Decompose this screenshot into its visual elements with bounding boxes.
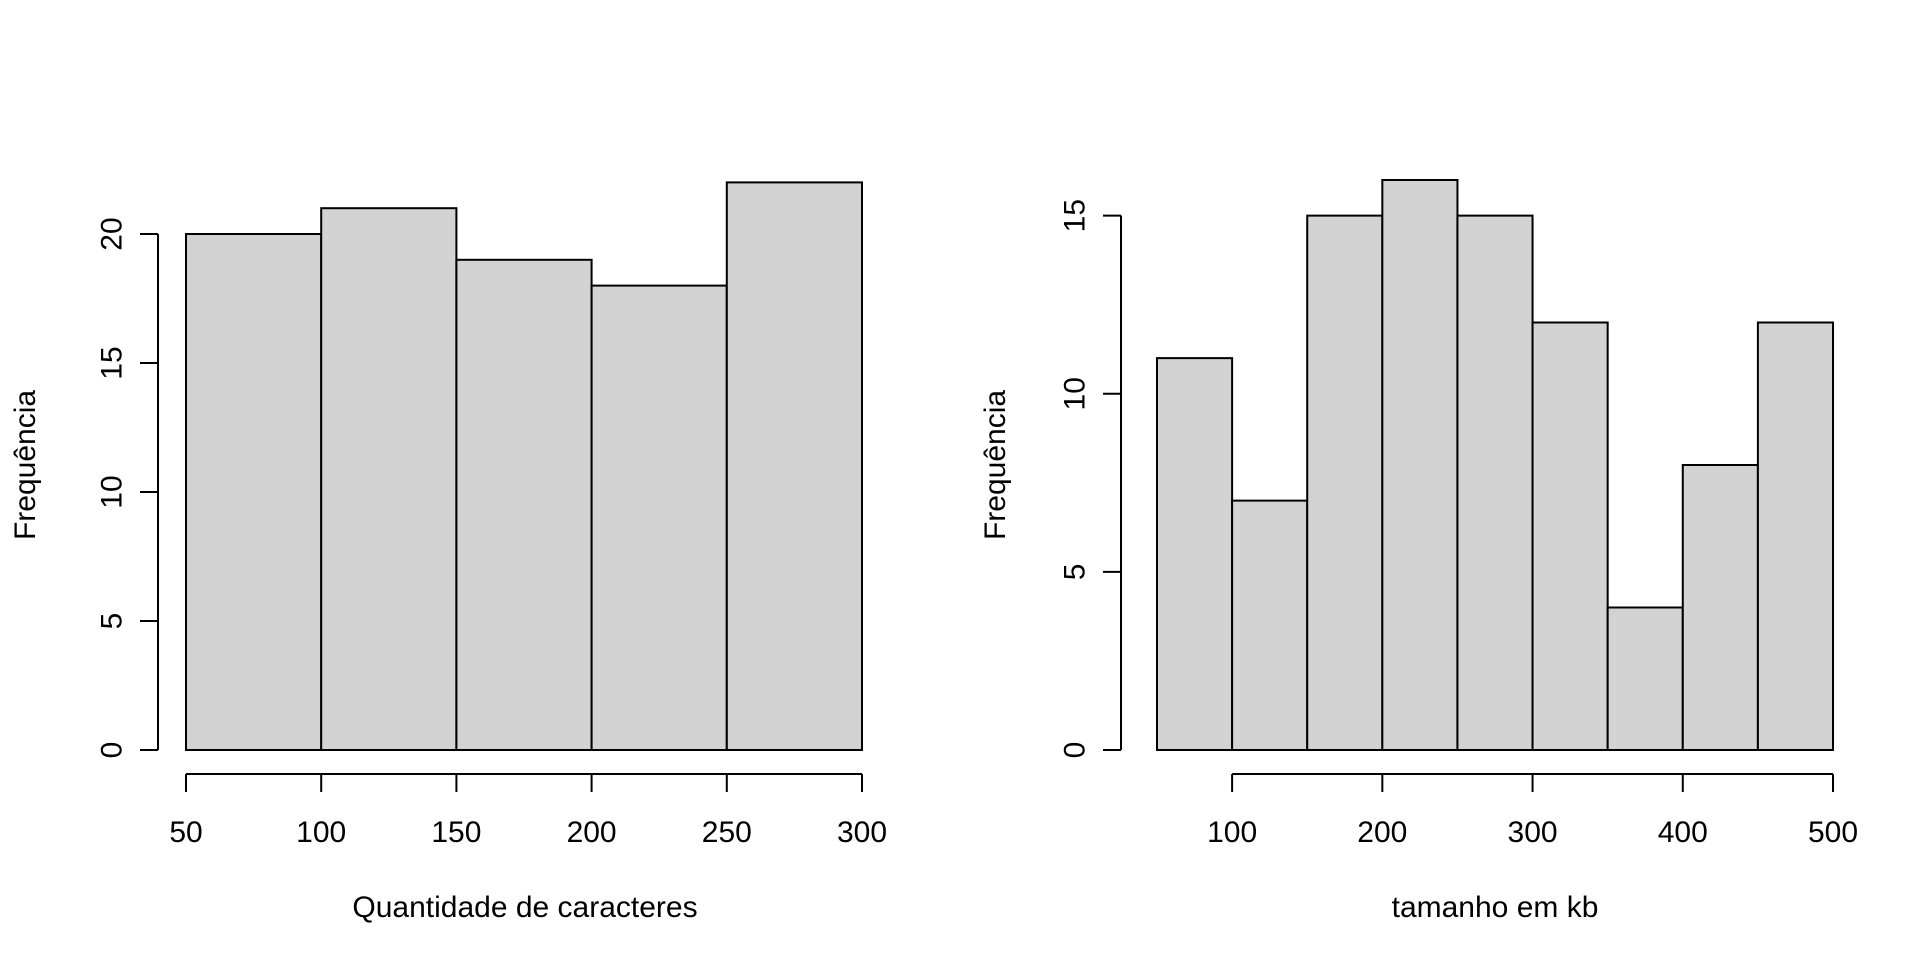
y-tick-label-20: 20 (96, 217, 129, 250)
y-tick-label-15: 15 (1059, 199, 1092, 232)
x-tick-label-150: 150 (431, 816, 481, 849)
x-tick-label-200: 200 (1357, 816, 1407, 849)
bar-300-350 (1531, 321, 1609, 751)
x-tick-label-200: 200 (567, 816, 617, 849)
y-tick-label-0: 0 (96, 742, 129, 759)
bar-350-400 (1606, 606, 1684, 751)
histogram-character-count: 0 5 10 15 20 50 100 150 200 250 300 Quantidade de… (9, 181, 887, 924)
bar-200-250 (590, 284, 728, 751)
bar-400-450 (1681, 464, 1759, 751)
y-axis: 0 5 10 15 20 (96, 217, 159, 758)
bar-100-150 (1231, 499, 1309, 751)
y-tick-label-5: 5 (96, 613, 129, 630)
y-axis-title: Frequência (979, 390, 1012, 540)
x-axis-title: tamanho em kb (1392, 891, 1599, 924)
x-tick-label-500: 500 (1808, 816, 1858, 849)
y-tick-label-10: 10 (1059, 377, 1092, 410)
x-axis-title: Quantidade de caracteres (352, 891, 697, 924)
x-tick-label-300: 300 (1508, 816, 1558, 849)
bar-50-100 (185, 233, 323, 751)
x-tick-label-250: 250 (702, 816, 752, 849)
y-tick-label-0: 0 (1059, 742, 1092, 759)
y-tick-label-5: 5 (1059, 564, 1092, 581)
y-tick-label-15: 15 (96, 346, 129, 379)
bar-100-150 (320, 207, 458, 751)
histogram-size-kb: 0 5 10 15 100 200 300 400 500 tamanho em kb Fre… (979, 179, 1858, 924)
x-tick-label-50: 50 (169, 816, 202, 849)
bars (185, 181, 863, 751)
y-axis: 0 5 10 15 (1059, 199, 1122, 758)
x-tick-label-400: 400 (1658, 816, 1708, 849)
bars (1156, 179, 1835, 751)
bar-150-200 (455, 258, 593, 751)
y-tick-label-10: 10 (96, 475, 129, 508)
bar-250-300 (725, 181, 863, 751)
bar-450-500 (1756, 321, 1835, 751)
bar-250-300 (1456, 214, 1534, 751)
bar-200-250 (1381, 179, 1459, 751)
x-tick-label-100: 100 (1207, 816, 1257, 849)
x-axis: 50 100 150 200 250 300 (169, 773, 887, 849)
bar-150-200 (1306, 214, 1384, 751)
bar-50-100 (1156, 357, 1234, 751)
x-axis: 100 200 300 400 500 (1207, 773, 1858, 849)
x-tick-label-100: 100 (296, 816, 346, 849)
x-tick-label-300: 300 (837, 816, 887, 849)
y-axis-title: Frequência (9, 390, 42, 540)
